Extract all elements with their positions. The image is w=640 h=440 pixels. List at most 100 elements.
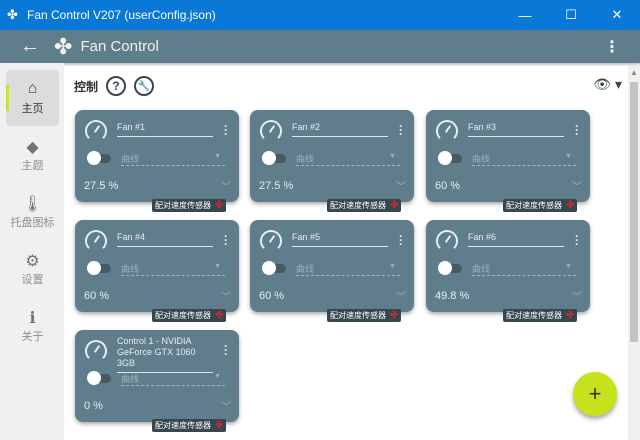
enable-toggle[interactable] (438, 261, 462, 275)
speedometer-icon (260, 120, 282, 142)
badge-label: 配对速度传感器 (155, 311, 211, 320)
speedometer-icon (85, 340, 107, 362)
info-icon: ℹ (29, 310, 36, 327)
wrench-icon[interactable]: 🔧 (134, 76, 154, 96)
badge-label: 配对速度传感器 (506, 201, 562, 210)
sidebar: ⌂ 主页 ◆ 主题 🌡 托盘图标 ⚙ 设置 ℹ 关于 (0, 63, 64, 440)
scrollbar-thumb[interactable] (630, 82, 638, 342)
dropdown-arrow-icon: ▼ (565, 263, 572, 270)
fan-icon: ✤ (390, 310, 399, 321)
speed-value: 60 % (435, 180, 461, 192)
curve-value: 曲线 (472, 264, 491, 274)
expand-chevron-icon[interactable]: ﹀ (221, 182, 231, 193)
fan-control-card: Fan #6 · · · 曲线 ▼ 49.8 % ﹀ (426, 220, 590, 312)
app-header: ← ✤ Fan Control ⋮ (0, 30, 640, 63)
pair-speed-sensor-badge[interactable]: 配对速度传感器 ✤ (327, 199, 402, 212)
expand-chevron-icon[interactable]: ﹀ (396, 182, 406, 193)
speed-value: 60 % (84, 290, 110, 302)
app-title: Fan Control (80, 38, 159, 55)
speedometer-icon (436, 120, 458, 142)
curve-select[interactable]: 曲线 ▼ (296, 262, 400, 276)
pair-speed-sensor-badge[interactable]: 配对速度传感器 ✤ (503, 199, 578, 212)
back-arrow-icon[interactable]: ← (20, 35, 40, 57)
fan-icon: ✤ (215, 420, 224, 431)
main-content: 控制 ? 🔧 👁 ▾ Fan #1 · · · 曲线 ▼ 27.5 % ﹀ 配对速度传感… (66, 66, 628, 440)
pair-speed-sensor-badge[interactable]: 配对速度传感器 ✤ (152, 309, 227, 322)
fan-name-field[interactable]: Fan #2 (292, 122, 388, 137)
card-menu-button[interactable]: · · · (575, 119, 579, 141)
window-title: Fan Control V207 (userConfig.json) (27, 8, 216, 22)
enable-toggle[interactable] (87, 261, 111, 275)
curve-value: 曲线 (296, 154, 315, 164)
card-menu-button[interactable]: · · · (224, 119, 228, 141)
sidebar-item-label: 主题 (21, 160, 44, 172)
speedometer-icon (260, 230, 282, 252)
dropdown-arrow-icon: ▼ (565, 153, 572, 160)
expand-chevron-icon[interactable]: ﹀ (221, 402, 231, 413)
expand-chevron-icon[interactable]: ﹀ (396, 292, 406, 303)
badge-label: 配对速度传感器 (155, 421, 211, 430)
speedometer-icon (436, 230, 458, 252)
card-menu-button[interactable]: · · · (399, 119, 403, 141)
curve-select[interactable]: 曲线 ▼ (472, 152, 576, 166)
speed-value: 49.8 % (435, 290, 470, 302)
fan-name-field[interactable]: Fan #6 (468, 232, 564, 247)
card-menu-button[interactable]: · · · (224, 229, 228, 251)
speed-value: 0 % (84, 400, 103, 412)
pair-speed-sensor-badge[interactable]: 配对速度传感器 ✤ (327, 309, 402, 322)
pair-speed-sensor-badge[interactable]: 配对速度传感器 ✤ (503, 309, 578, 322)
fan-name-field[interactable]: Fan #5 (292, 232, 388, 247)
pair-speed-sensor-badge[interactable]: 配对速度传感器 ✤ (152, 199, 227, 212)
curve-select[interactable]: 曲线 ▼ (296, 152, 400, 166)
card-menu-button[interactable]: · · · (399, 229, 403, 251)
curve-value: 曲线 (121, 264, 140, 274)
card-menu-button[interactable]: · · · (575, 229, 579, 251)
minimize-button[interactable]: — (518, 7, 532, 23)
curve-select[interactable]: 曲线 ▼ (121, 152, 225, 166)
dropdown-arrow-icon: ▼ (214, 373, 221, 380)
expand-chevron-icon[interactable]: ﹀ (572, 182, 582, 193)
pair-speed-sensor-badge[interactable]: 配对速度传感器 ✤ (152, 419, 227, 432)
add-button[interactable]: + (573, 372, 617, 416)
curve-select[interactable]: 曲线 ▼ (121, 262, 225, 276)
speed-value: 27.5 % (84, 180, 119, 192)
badge-label: 配对速度传感器 (506, 311, 562, 320)
maximize-button[interactable]: ☐ (565, 7, 577, 22)
sidebar-item-4[interactable]: ℹ 关于 (6, 298, 59, 354)
close-button[interactable]: ✕ (611, 7, 623, 22)
gear-icon: ⚙ (25, 253, 40, 270)
scroll-up-icon[interactable]: ▲ (630, 68, 638, 77)
enable-toggle[interactable] (262, 151, 286, 165)
sidebar-item-label: 主页 (21, 103, 44, 115)
fan-name-field[interactable]: Fan #4 (117, 232, 213, 247)
home-icon: ⌂ (27, 80, 38, 97)
more-menu-button[interactable]: ⋮ (604, 38, 620, 56)
sidebar-item-3[interactable]: ⚙ 设置 (6, 241, 59, 297)
fan-name-field[interactable]: Fan #3 (468, 122, 564, 137)
app-icon: ✤ (7, 7, 18, 22)
enable-toggle[interactable] (87, 371, 111, 385)
help-icon[interactable]: ? (106, 76, 126, 96)
fan-icon: ✤ (566, 310, 575, 321)
dropdown-arrow-icon: ▼ (214, 153, 221, 160)
sidebar-item-1[interactable]: ◆ 主题 (6, 127, 59, 183)
curve-select[interactable]: 曲线 ▼ (472, 262, 576, 276)
sidebar-item-2[interactable]: 🌡 托盘图标 (6, 184, 59, 240)
fan-name-field[interactable]: Control 1 - NVIDIA GeForce GTX 1060 3GB (117, 336, 213, 373)
curve-select[interactable]: 曲线 ▼ (121, 372, 225, 386)
badge-label: 配对速度传感器 (330, 201, 386, 210)
fan-name-field[interactable]: Fan #1 (117, 122, 213, 137)
visibility-dropdown[interactable]: 👁 ▾ (593, 76, 622, 92)
scrollbar[interactable]: ▲ (628, 66, 640, 440)
enable-toggle[interactable] (262, 261, 286, 275)
fan-control-card: Fan #1 · · · 曲线 ▼ 27.5 % ﹀ (75, 110, 239, 202)
card-menu-button[interactable]: · · · (224, 339, 228, 361)
enable-toggle[interactable] (438, 151, 462, 165)
expand-chevron-icon[interactable]: ﹀ (221, 292, 231, 303)
sidebar-item-0[interactable]: ⌂ 主页 (6, 70, 59, 126)
curve-value: 曲线 (296, 264, 315, 274)
enable-toggle[interactable] (87, 151, 111, 165)
expand-chevron-icon[interactable]: ﹀ (572, 292, 582, 303)
fan-icon: ✤ (390, 200, 399, 211)
active-indicator (6, 85, 9, 111)
